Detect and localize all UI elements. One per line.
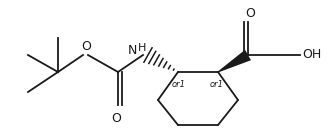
Text: or1: or1 bbox=[172, 80, 186, 89]
Text: or1: or1 bbox=[210, 80, 224, 89]
Text: O: O bbox=[245, 7, 255, 20]
Text: O: O bbox=[81, 40, 91, 53]
Text: OH: OH bbox=[302, 49, 321, 62]
Text: O: O bbox=[111, 112, 121, 125]
Text: H: H bbox=[138, 43, 146, 53]
Polygon shape bbox=[218, 50, 251, 72]
Text: N: N bbox=[128, 44, 137, 57]
